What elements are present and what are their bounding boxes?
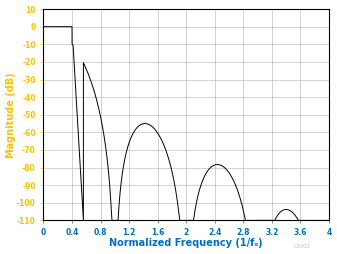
X-axis label: Normalized Frequency (1/fₛ): Normalized Frequency (1/fₛ) bbox=[109, 239, 263, 248]
Text: L3002: L3002 bbox=[293, 244, 310, 249]
Y-axis label: Magnitude (dB): Magnitude (dB) bbox=[5, 72, 16, 157]
